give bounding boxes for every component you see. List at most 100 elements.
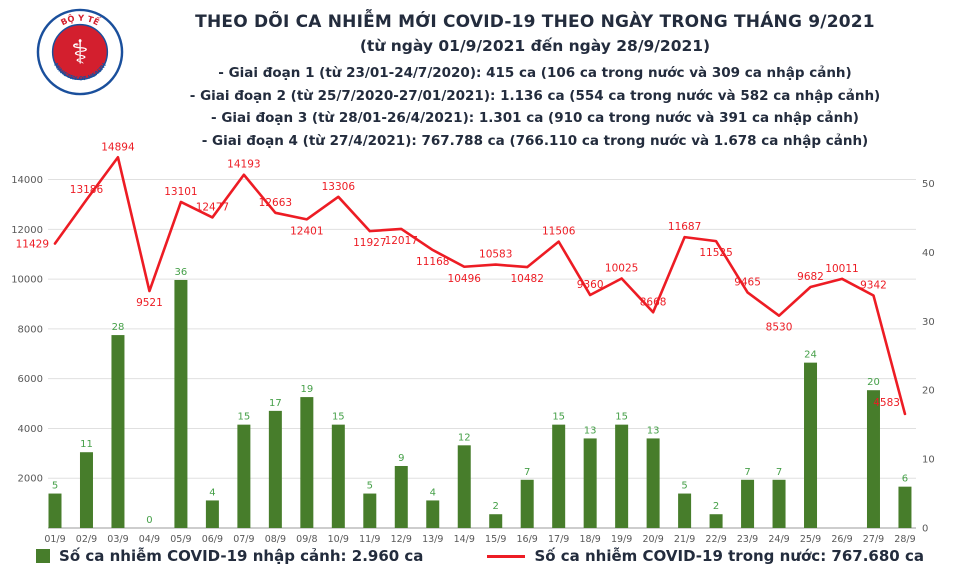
imported-cases-bar xyxy=(615,424,629,528)
imported-cases-bar xyxy=(394,465,408,528)
imported-cases-bar xyxy=(331,424,345,528)
imported-cases-bar xyxy=(205,500,219,528)
imported-cases-bar xyxy=(457,445,471,528)
line-point-label: 9465 xyxy=(734,276,761,288)
line-point-label: 14193 xyxy=(227,159,260,171)
bar-value-label: 20 xyxy=(867,377,880,388)
domestic-cases-line xyxy=(53,155,907,416)
bar-value-label: 9 xyxy=(398,453,404,464)
right-axis-tick-label: 30 xyxy=(922,317,935,328)
right-axis-tick-label: 50 xyxy=(922,179,935,190)
line-point-label: 10496 xyxy=(448,273,482,285)
x-axis-label: 24/9 xyxy=(768,534,789,545)
bar-value-label: 13 xyxy=(584,425,597,436)
x-axis-label: 11/9 xyxy=(359,534,380,545)
line-point-label: 13186 xyxy=(70,184,104,196)
imported-cases-bar xyxy=(426,500,440,528)
legend-item-domestic: Số ca nhiễm COVID-19 trong nước: 767.680… xyxy=(487,547,924,565)
line-point-label: 12477 xyxy=(196,201,229,213)
page-subtitle: (từ ngày 01/9/2021 đến ngày 28/9/2021) xyxy=(359,37,711,55)
imported-cases-bar xyxy=(174,279,188,528)
imported-cases-bar xyxy=(678,493,692,528)
left-axis-tick-label: 6000 xyxy=(18,374,43,385)
line-point-label: 4583 xyxy=(873,397,900,409)
x-axis-label: 05/9 xyxy=(170,534,191,545)
line-point-label: 11506 xyxy=(542,226,576,238)
right-axis-tick-label: 20 xyxy=(922,386,935,397)
bar-value-label: 13 xyxy=(647,425,660,436)
x-axis-label: 08/9 xyxy=(265,534,286,545)
combo-chart: 2000400060008000100001200014000010203040… xyxy=(11,141,935,545)
line-point-label: 10482 xyxy=(510,273,543,285)
chart-area: 2000 4000 6000 8000 10000 12000 14000 0 10 20 30 40… xyxy=(0,141,960,548)
x-axis-label: 12/9 xyxy=(391,534,412,545)
line-point-label: 9521 xyxy=(136,297,163,309)
bar-value-label: 6 xyxy=(902,474,908,485)
line-point-label: 8668 xyxy=(640,296,667,308)
page-title: THEO DÕI CA NHIỄM MỚI COVID-19 THEO NGÀY… xyxy=(195,12,875,32)
line-point-label: 12017 xyxy=(385,235,418,247)
left-axis-tick-label: 2000 xyxy=(18,474,43,485)
x-axis-label: 20/9 xyxy=(642,534,663,545)
imported-cases-bar xyxy=(804,362,818,528)
bar-value-label: 28 xyxy=(112,322,125,333)
logo-text-top: BỘ Y TẾ xyxy=(59,13,102,28)
bar-value-label: 7 xyxy=(776,467,782,478)
line-point-label: 10025 xyxy=(605,262,638,274)
stage-4-line: - Giai đoạn 4 (từ 27/4/2021): 767.788 ca… xyxy=(201,132,869,149)
x-axis-label: 26/9 xyxy=(831,534,852,545)
caduceus-icon: ⚕ xyxy=(71,33,89,72)
bar-value-label: 19 xyxy=(300,384,313,395)
left-axis-tick-label: 10000 xyxy=(11,275,43,286)
line-point-label: 11687 xyxy=(668,221,701,233)
bar-value-label: 5 xyxy=(367,481,373,492)
bar-value-label: 24 xyxy=(804,350,817,361)
bar-value-label: 7 xyxy=(524,467,530,478)
stage-2-line: - Giai đoạn 2 (từ 25/7/2020-27/01/2021):… xyxy=(189,87,881,104)
bar-value-label: 0 xyxy=(146,515,152,526)
x-axis-label: 02/9 xyxy=(76,534,97,545)
x-axis-label: 16/9 xyxy=(517,534,538,545)
ministry-of-health-logo: BỘ Y TẾ MINISTRY OF HEALTH ⚕ xyxy=(36,8,124,96)
legend: Số ca nhiễm COVID-19 nhập cảnh: 2.960 ca… xyxy=(0,542,960,570)
imported-cases-bar xyxy=(300,397,314,528)
right-axis-tick-label: 40 xyxy=(922,248,935,259)
x-axis-label: 13/9 xyxy=(422,534,443,545)
x-axis-label: 01/9 xyxy=(44,534,65,545)
x-axis-label: 18/9 xyxy=(579,534,600,545)
imported-cases-bar xyxy=(583,438,597,528)
bar-value-label: 17 xyxy=(269,398,282,409)
left-axis-tick-label: 14000 xyxy=(11,175,43,186)
x-axis-label: 22/9 xyxy=(705,534,726,545)
legend-domestic-label: Số ca nhiễm COVID-19 trong nước: 767.680… xyxy=(534,547,924,565)
x-axis-label: 15/9 xyxy=(485,534,506,545)
imported-cases-bar xyxy=(363,493,377,528)
line-point-label: 11525 xyxy=(699,247,732,259)
imported-cases-bar xyxy=(741,479,755,528)
bar-value-label: 11 xyxy=(80,439,93,450)
right-axis-tick-label: 10 xyxy=(922,455,935,466)
imported-cases-bar xyxy=(898,486,912,528)
stage-3-line: - Giai đoạn 3 (từ 28/01-26/4/2021): 1.30… xyxy=(211,110,859,126)
bar-value-label: 4 xyxy=(430,487,436,498)
line-point-label: 11927 xyxy=(353,237,386,249)
page-header: BỘ Y TẾ MINISTRY OF HEALTH ⚕ THEO DÕI CA… xyxy=(0,0,960,149)
x-axis-label: 17/9 xyxy=(548,534,569,545)
bar-value-label: 15 xyxy=(238,412,251,423)
bar-value-label: 4 xyxy=(209,487,215,498)
x-axis-label: 23/9 xyxy=(737,534,758,545)
x-axis-label: 10/9 xyxy=(328,534,349,545)
line-point-label: 12401 xyxy=(290,225,323,237)
line-point-label: 14894 xyxy=(101,141,135,153)
imported-cases-bar xyxy=(866,390,880,528)
bar-value-label: 12 xyxy=(458,432,471,443)
line-point-label: 12663 xyxy=(259,197,292,209)
imported-cases-bar xyxy=(237,424,251,528)
bar-value-label: 15 xyxy=(615,412,628,423)
line-point-label: 9360 xyxy=(577,279,604,291)
bar-value-label: 36 xyxy=(175,267,188,278)
x-axis-label: 04/9 xyxy=(139,534,160,545)
line-point-label: 9342 xyxy=(860,279,887,291)
left-axis-tick-label: 4000 xyxy=(18,424,43,435)
x-axis-label: 25/9 xyxy=(800,534,821,545)
